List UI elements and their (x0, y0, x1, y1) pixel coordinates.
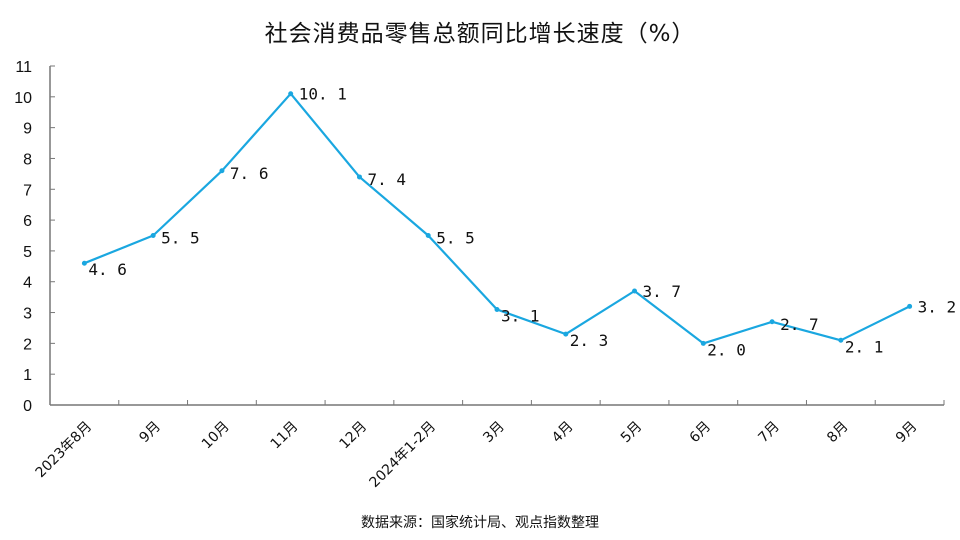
x-tick-label: 5月 (618, 419, 646, 447)
data-point (563, 331, 569, 337)
x-tick-label: 2024年1-2月 (367, 419, 439, 491)
data-label: 3. 7 (643, 282, 682, 301)
x-tick-label: 4月 (549, 419, 577, 447)
y-tick-label: 2 (23, 336, 32, 353)
data-point (150, 233, 156, 238)
data-label: 5. 5 (436, 229, 475, 248)
data-label: 5. 5 (161, 229, 200, 248)
data-label: 7. 4 (367, 170, 406, 189)
data-label: 3. 1 (501, 306, 540, 325)
data-label: 4. 6 (88, 260, 127, 279)
data-label: 2. 1 (845, 337, 884, 356)
source-note: 数据来源：国家统计局、观点指数整理 (361, 515, 599, 531)
data-point (769, 319, 775, 325)
data-point (425, 233, 431, 238)
data-point (838, 337, 844, 343)
x-tick-label: 8月 (824, 419, 852, 447)
data-point (356, 174, 362, 180)
data-label: 10. 1 (299, 85, 347, 104)
data-point (907, 303, 913, 309)
data-label: 2. 0 (707, 340, 746, 359)
x-tick-label: 6月 (687, 419, 715, 447)
y-tick-label: 6 (23, 213, 32, 230)
data-point (288, 91, 294, 97)
x-tick-label: 9月 (893, 419, 921, 447)
data-point (81, 260, 87, 266)
data-label: 7. 6 (230, 164, 269, 183)
y-tick-label: 5 (23, 244, 32, 261)
x-tick-label: 3月 (480, 419, 508, 447)
y-tick-label: 0 (23, 398, 32, 415)
x-tick-label: 12月 (336, 419, 370, 453)
y-tick-label: 10 (14, 90, 32, 107)
data-label: 2. 3 (570, 331, 609, 350)
data-points (81, 91, 913, 346)
data-point (700, 340, 706, 346)
y-tick-label: 3 (23, 306, 32, 323)
data-label: 3. 2 (918, 297, 957, 316)
y-tick-label: 7 (23, 182, 32, 199)
y-tick-label: 11 (15, 59, 32, 76)
x-tick-label: 2023年8月 (33, 419, 96, 482)
axes (49, 65, 945, 406)
x-tick-label: 9月 (136, 419, 164, 447)
chart-title: 社会消费品零售总额同比增长速度（%） (264, 21, 696, 47)
y-tick-label: 8 (23, 151, 32, 168)
y-tick-label: 1 (23, 367, 32, 384)
data-line (83, 92, 911, 345)
data-point (219, 168, 225, 174)
y-axis-ticks: 0 1 2 3 4 5 6 7 8 9 10 11 (14, 59, 32, 415)
x-tick-label: 11月 (268, 419, 302, 453)
x-tick-label: 10月 (199, 419, 233, 453)
data-point (632, 288, 638, 294)
data-point (494, 306, 500, 312)
y-tick-label: 9 (23, 121, 32, 138)
x-tick-label: 7月 (755, 419, 783, 447)
data-labels: 4. 6 5. 5 7. 6 10. 1 7. 4 5. 5 3. 1 2. 3 3. 7 2. … (88, 85, 956, 360)
y-tick-label: 4 (23, 275, 32, 292)
data-label: 2. 7 (780, 315, 819, 334)
